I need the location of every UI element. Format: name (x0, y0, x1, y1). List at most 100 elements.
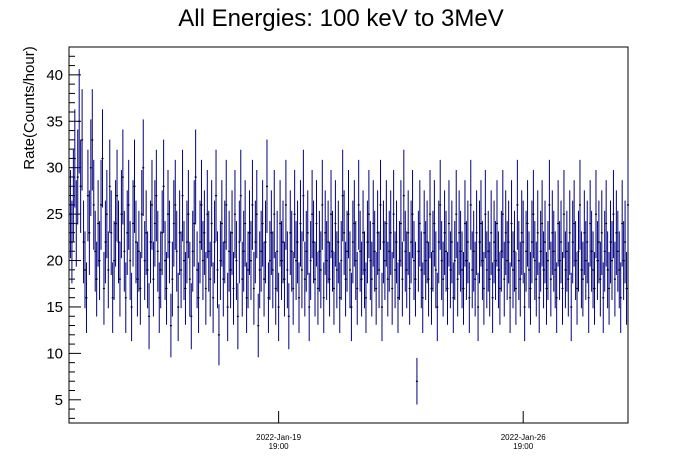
data-point (453, 260, 456, 262)
data-point (516, 204, 519, 206)
data-point (215, 195, 218, 197)
data-point (522, 241, 525, 243)
data-point (149, 241, 152, 243)
data-point (434, 269, 437, 271)
data-point (561, 287, 564, 290)
data-point (223, 241, 226, 243)
data-point (421, 297, 424, 299)
data-point (526, 222, 529, 225)
data-point (525, 250, 528, 252)
y-tick-label: 25 (46, 206, 63, 223)
data-point (545, 287, 548, 290)
data-point (200, 204, 203, 206)
data-point (341, 195, 344, 197)
data-point (231, 232, 234, 234)
data-point (343, 232, 346, 234)
data-point (622, 260, 625, 262)
data-point (164, 260, 167, 262)
data-point (274, 287, 277, 290)
data-point (562, 213, 565, 215)
data-point (528, 269, 531, 271)
data-point (98, 260, 101, 262)
data-point (201, 260, 204, 262)
data-point (273, 213, 276, 215)
data-point (150, 204, 153, 206)
data-point (233, 213, 236, 215)
data-point (104, 241, 107, 243)
data-point (356, 287, 359, 290)
data-point (583, 232, 586, 234)
data-point (520, 232, 523, 234)
data-point (302, 195, 305, 197)
data-point (378, 269, 381, 271)
data-point (133, 185, 136, 187)
data-point (316, 287, 319, 290)
data-point (405, 269, 408, 271)
data-point (606, 269, 609, 271)
data-point (94, 250, 97, 252)
data-point (264, 241, 267, 243)
data-point (194, 176, 197, 178)
data-point (124, 297, 127, 299)
data-point (426, 241, 429, 243)
data-point (279, 222, 282, 225)
data-point (477, 306, 480, 308)
data-point (305, 250, 308, 252)
data-point (130, 306, 133, 308)
data-point (619, 297, 622, 299)
data-point (353, 222, 356, 225)
data-point (592, 269, 595, 271)
data-point (482, 287, 485, 290)
data-point (102, 287, 105, 290)
data-point (407, 232, 410, 234)
data-point (463, 222, 466, 225)
data-point (296, 241, 299, 243)
data-point (220, 222, 223, 225)
data-point (108, 185, 111, 187)
data-point (417, 250, 420, 252)
data-point (134, 241, 137, 243)
data-point (293, 213, 296, 215)
data-point (495, 222, 498, 225)
data-point (183, 260, 186, 262)
data-point (485, 269, 488, 271)
data-point (350, 306, 353, 308)
y-tick-label: 10 (46, 345, 63, 362)
data-point (126, 232, 129, 234)
data-point (261, 222, 264, 225)
data-point (586, 241, 589, 243)
data-point (300, 269, 303, 271)
x-tick-label: 19:00 (513, 442, 534, 451)
data-point (542, 269, 545, 271)
data-point (386, 278, 389, 280)
data-point (549, 278, 552, 280)
data-point (414, 278, 417, 280)
data-point (255, 213, 258, 215)
data-point (589, 222, 592, 225)
data-point (139, 287, 142, 290)
data-point (555, 297, 558, 299)
data-point (145, 232, 148, 234)
data-point (219, 260, 222, 262)
data-point (347, 213, 350, 215)
data-point (590, 250, 593, 252)
data-point (455, 213, 458, 215)
data-point (334, 222, 337, 225)
data-point (277, 306, 280, 308)
data-point (225, 204, 228, 206)
data-series (69, 69, 629, 405)
data-point (193, 222, 196, 225)
data-point (466, 241, 469, 243)
data-point (609, 241, 612, 243)
data-point (503, 278, 506, 280)
data-point (418, 222, 421, 225)
data-point (472, 250, 475, 252)
data-point (396, 297, 399, 299)
data-point (498, 287, 501, 290)
data-point (114, 222, 117, 225)
data-point (533, 260, 536, 262)
data-point (217, 334, 220, 336)
data-point (442, 278, 445, 280)
data-point (517, 260, 520, 262)
data-point (475, 232, 478, 234)
